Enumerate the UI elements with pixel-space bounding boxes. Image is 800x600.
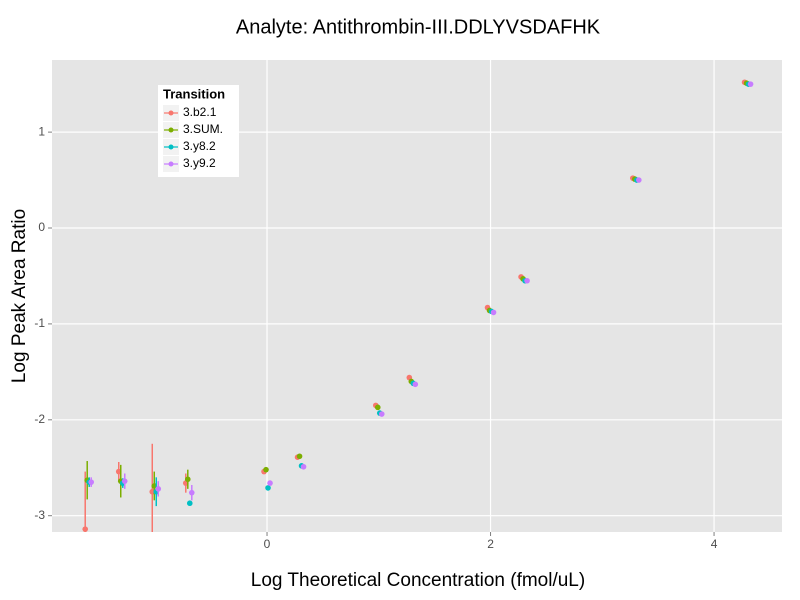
point — [374, 404, 381, 411]
point — [186, 500, 193, 507]
point — [82, 526, 89, 532]
point — [747, 81, 754, 87]
axes: 0 2 4 -3 -2 -1 0 1 — [34, 124, 717, 551]
y-axis-label: Log Peak Area Ratio — [9, 209, 30, 383]
point — [188, 489, 195, 496]
legend-dot — [168, 144, 174, 150]
point — [88, 479, 95, 485]
legend-label: 3.b2.1 — [183, 105, 217, 119]
legend-title: Transition — [163, 86, 225, 101]
point — [300, 463, 307, 470]
y-tick-label: -2 — [34, 412, 45, 426]
point — [524, 277, 530, 284]
point — [263, 466, 269, 473]
point — [121, 478, 128, 484]
point — [636, 177, 642, 183]
point — [155, 486, 162, 492]
legend: Transition 3.b2.1 3.SUM. 3.y8.2 3.y9.2 — [158, 85, 239, 177]
point — [490, 309, 497, 316]
point — [267, 480, 273, 486]
legend-dot — [168, 161, 174, 167]
x-tick-label: 2 — [487, 537, 494, 551]
point — [296, 453, 303, 460]
legend-label: 3.y8.2 — [183, 139, 216, 153]
point — [378, 411, 385, 417]
point — [412, 381, 419, 388]
legend-dot — [168, 110, 174, 116]
x-tick-label: 4 — [711, 537, 718, 551]
y-tick-label: -3 — [34, 508, 45, 522]
legend-label: 3.SUM. — [183, 122, 223, 136]
point — [184, 476, 191, 483]
legend-label: 3.y9.2 — [183, 156, 216, 170]
x-tick-label: 0 — [264, 537, 271, 551]
x-axis-label: Log Theoretical Concentration (fmol/uL) — [251, 570, 585, 591]
y-tick-label: 1 — [38, 124, 45, 138]
y-tick-label: 0 — [38, 220, 45, 234]
chart-title: Analyte: Antithrombin-III.DDLYVSDAFHK — [236, 16, 601, 38]
marks — [82, 79, 754, 532]
legend-dot — [168, 127, 174, 133]
point — [265, 485, 271, 491]
y-tick-label: -1 — [34, 316, 45, 330]
